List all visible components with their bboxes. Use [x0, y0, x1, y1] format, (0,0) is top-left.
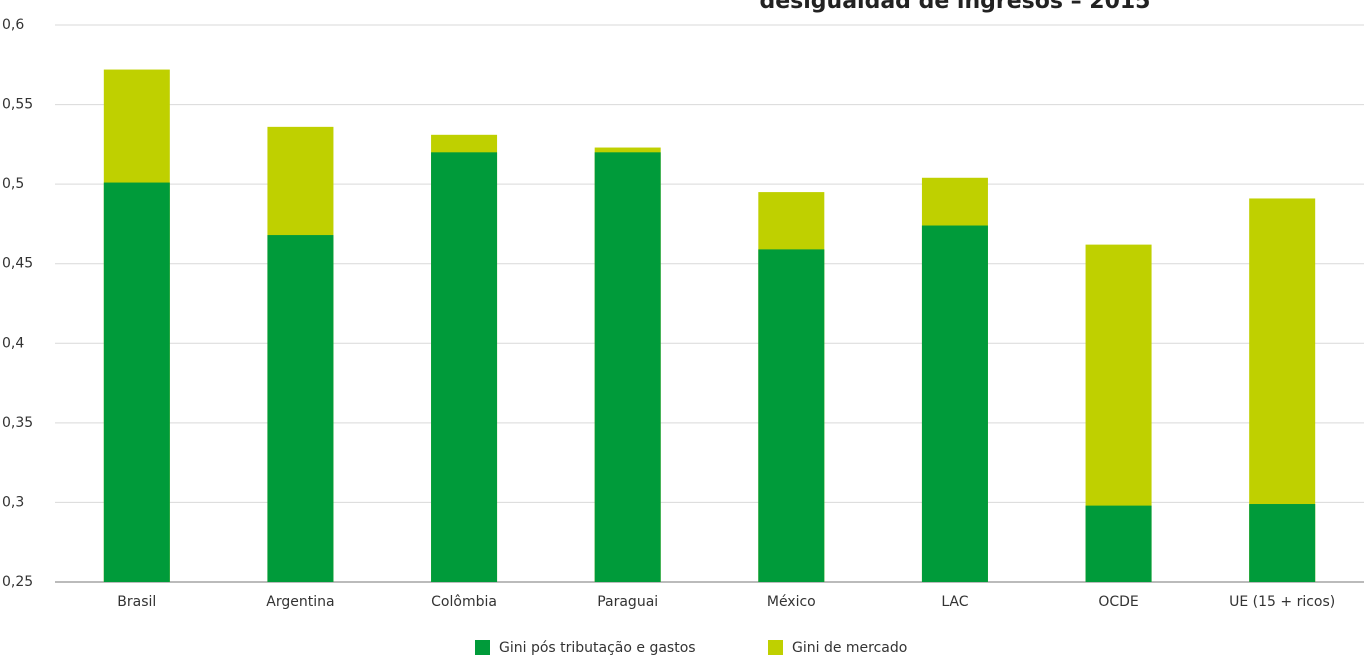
legend-swatch	[768, 640, 783, 655]
bar	[921, 225, 988, 582]
legend-label: Gini pós tributação e gastos	[499, 640, 696, 656]
legend-label: Gini de mercado	[792, 640, 907, 656]
y-tick-label: 0,6	[2, 17, 24, 33]
bar	[103, 182, 170, 582]
y-tick-label: 0,35	[2, 415, 33, 431]
x-tick-label: LAC	[941, 594, 968, 610]
x-tick-label: Colômbia	[431, 594, 497, 610]
x-tick-label: Argentina	[266, 594, 334, 610]
bar	[267, 235, 334, 582]
y-tick-label: 0,45	[2, 256, 33, 272]
bar	[1249, 504, 1316, 582]
x-tick-label: UE (15 + ricos)	[1229, 594, 1335, 610]
y-tick-label: 0,5	[2, 176, 24, 192]
bar	[1085, 505, 1152, 582]
legend-swatch	[475, 640, 490, 655]
y-tick-label: 0,4	[2, 335, 24, 351]
y-tick-label: 0,3	[2, 494, 24, 510]
bar	[431, 152, 498, 583]
bar	[594, 152, 661, 583]
chart-title: desigualdad de ingresos – 2015	[759, 0, 1150, 14]
x-tick-label: Paraguai	[597, 594, 658, 610]
x-tick-label: Brasil	[117, 594, 156, 610]
bar	[758, 249, 825, 583]
y-tick-label: 0,55	[2, 97, 33, 113]
x-tick-label: OCDE	[1098, 594, 1138, 610]
y-tick-label: 0,25	[2, 574, 33, 590]
x-tick-label: México	[767, 594, 816, 610]
